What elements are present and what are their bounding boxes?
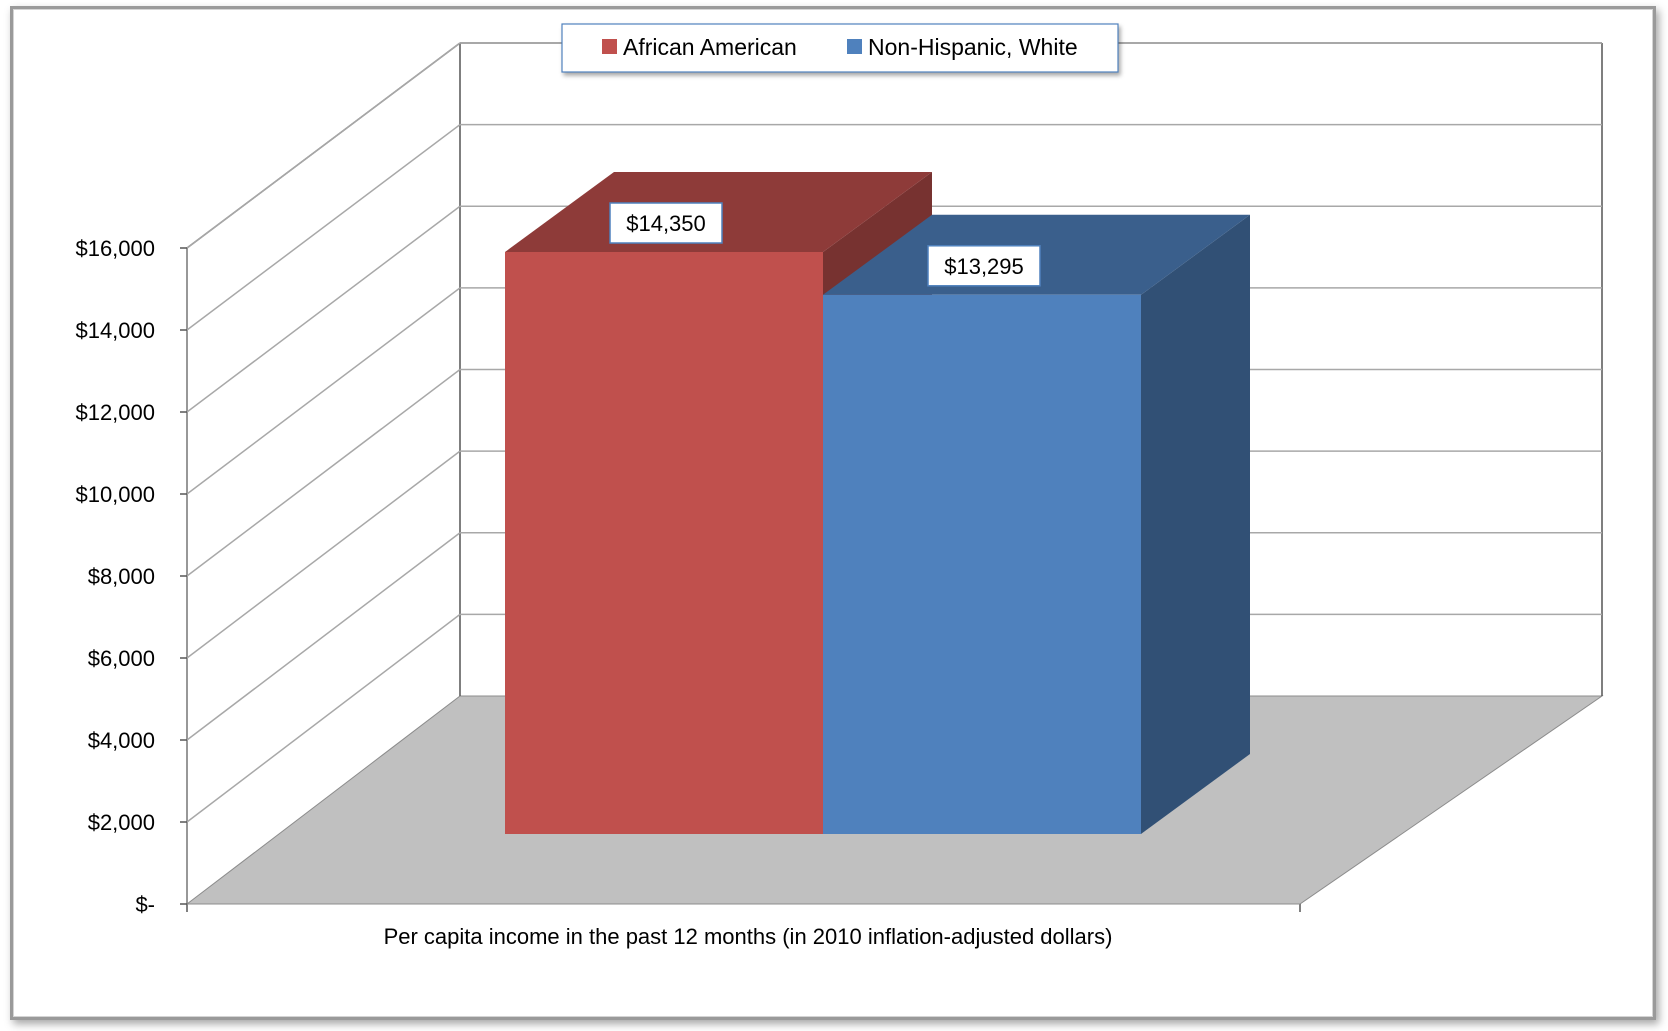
legend-label: Non-Hispanic, White	[868, 34, 1078, 60]
data-labels: $14,350 $13,295	[609, 202, 1041, 287]
y-tick-label: $2,000	[88, 810, 155, 835]
y-tick-label: $-	[135, 892, 155, 917]
y-tick-label: $12,000	[75, 400, 155, 425]
gridline-side	[186, 124, 461, 331]
legend-swatch	[602, 39, 617, 54]
legend-box	[561, 23, 1119, 73]
gridline-side	[186, 42, 461, 249]
y-tick-label: $6,000	[88, 646, 155, 671]
gridline-side	[186, 613, 461, 823]
bars	[505, 172, 1250, 834]
gridline-side	[186, 287, 461, 495]
y-tick-label: $8,000	[88, 564, 155, 589]
gridline-side	[186, 532, 461, 741]
bar-side-face	[1141, 214, 1250, 834]
data-label-text: $14,350	[626, 211, 706, 236]
gridline-side	[186, 205, 461, 413]
gridline-side	[186, 368, 461, 577]
legend-item: Non-Hispanic, White	[847, 34, 1078, 60]
legend-swatch	[847, 39, 862, 54]
legend-label: African American	[623, 34, 797, 60]
legend: African American Non-Hispanic, White	[561, 23, 1119, 73]
legend-item: African American	[602, 34, 797, 60]
gridline-side	[186, 450, 461, 659]
x-axis-label: Per capita income in the past 12 months …	[384, 924, 1113, 949]
data-label-box	[927, 245, 1041, 287]
bar-front-face	[823, 294, 1141, 834]
data-label: $14,350	[609, 202, 723, 244]
y-tick-label: $10,000	[75, 482, 155, 507]
y-tick-label: $16,000	[75, 236, 155, 261]
y-tick-label: $14,000	[75, 318, 155, 343]
data-label: $13,295	[927, 245, 1041, 287]
data-label-text: $13,295	[944, 254, 1024, 279]
bar-non-hispanic-white	[823, 214, 1250, 834]
data-label-box	[609, 202, 723, 244]
bar-front-face	[505, 252, 823, 834]
y-axis: $- $2,000 $4,000 $6,000 $8,000 $10,000 $12,000…	[75, 236, 1301, 917]
y-tick-label: $4,000	[88, 728, 155, 753]
